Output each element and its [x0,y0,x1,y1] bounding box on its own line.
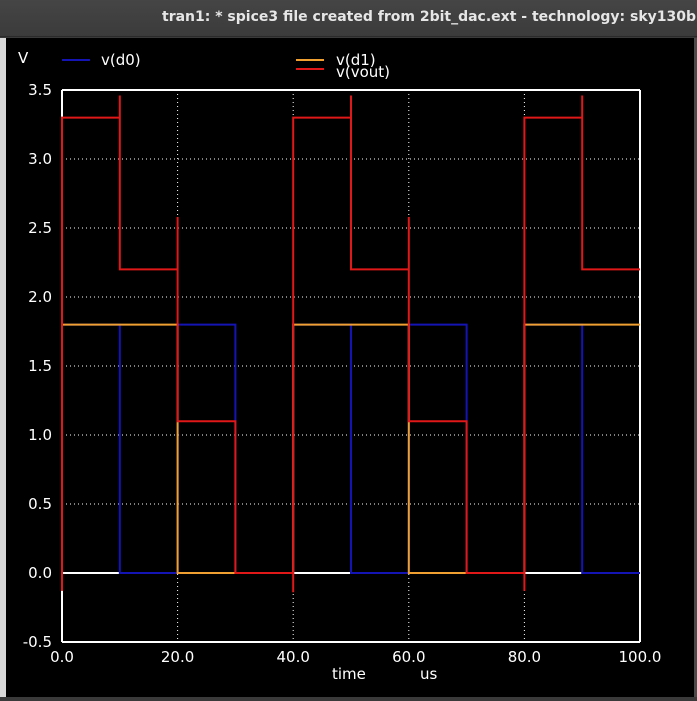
right-border [694,38,697,697]
y-tick-label: 1.0 [28,426,52,444]
legend: v(d0) v(d1)v(vout) [62,51,390,81]
x-tick-label: 20.0 [161,648,194,666]
y-tick-label: 0.0 [28,564,52,582]
window-titlebar[interactable]: tran1: * spice3 file created from 2bit_d… [0,0,697,37]
x-tick-label: 40.0 [276,648,309,666]
left-border [0,38,6,697]
x-axis-label: time [332,665,366,683]
x-tick-label: 60.0 [392,648,425,666]
y-tick-label: -0.5 [23,633,52,651]
series-line [62,323,640,574]
y-tick-label: 0.5 [28,495,52,513]
legend-label: v(d1) [336,51,376,69]
y-tick-label: 3.0 [28,150,52,168]
x-tick-label: 100.0 [619,648,662,666]
legend-label: v(vout) [336,63,390,81]
x-tick-label: 80.0 [508,648,541,666]
x-tick-label: 0.0 [50,648,74,666]
y-tick-label: 2.0 [28,288,52,306]
y-tick-label: 1.5 [28,357,52,375]
y-tick-label: 2.5 [28,219,52,237]
legend-label: v(d0) [101,51,141,69]
y-axis-label: V [18,49,29,67]
series [61,95,640,593]
plot-window[interactable]: 0.0 20.0 40.0 60.0 80.0 100.0 -0.5 0.0 0.5 1.0 1.5… [6,38,694,697]
window-title: tran1: * spice3 file created from 2bit_d… [162,9,697,25]
y-tick-label: 3.5 [28,81,52,99]
chart: 0.0 20.0 40.0 60.0 80.0 100.0-0.50.00.51.01.5… [18,49,662,683]
series-line [61,95,640,593]
tick-labels: 0.0 20.0 40.0 60.0 80.0 100.0-0.50.00.51.01.5… [23,81,662,666]
x-axis-unit: us [420,665,438,683]
